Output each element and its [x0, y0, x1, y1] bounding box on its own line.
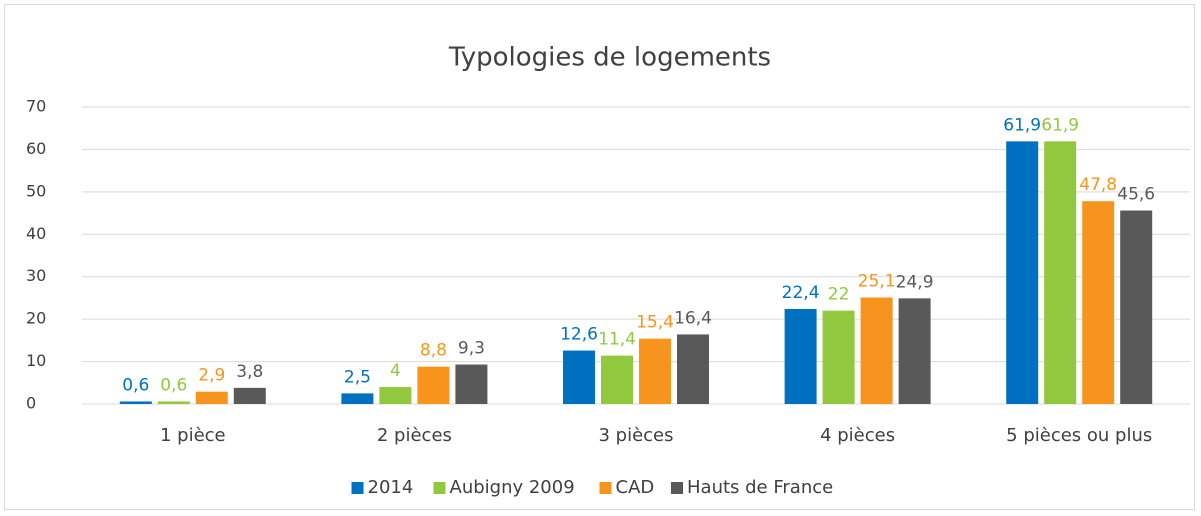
- bar: [822, 310, 855, 404]
- data-label: 2,5: [344, 367, 371, 387]
- bar: [1082, 201, 1115, 404]
- data-label: 22,4: [782, 283, 820, 303]
- legend-swatch: [599, 482, 612, 494]
- bar: [119, 401, 152, 404]
- data-label: 61,9: [1003, 115, 1041, 135]
- legend-label: Aubigny 2009: [450, 477, 575, 498]
- bar: [1006, 141, 1039, 405]
- data-label: 25,1: [858, 272, 896, 292]
- chart-title: Typologies de logements: [448, 43, 771, 73]
- bar: [677, 334, 709, 404]
- data-label: 16,4: [674, 308, 712, 328]
- y-tick-label: 50: [26, 181, 46, 200]
- bar: [784, 308, 817, 404]
- bar: [455, 364, 488, 404]
- legend-swatch: [433, 482, 446, 494]
- y-tick-label: 10: [26, 351, 46, 370]
- chart-border: [4, 4, 1195, 510]
- data-label: 0,6: [160, 375, 187, 395]
- y-tick-label: 60: [26, 139, 46, 158]
- bar: [1044, 141, 1077, 405]
- data-label: 2,9: [198, 366, 225, 386]
- data-label: 11,4: [598, 330, 636, 350]
- bar: [601, 355, 633, 404]
- bar: [379, 387, 412, 404]
- legend-label: Hauts de France: [687, 477, 833, 498]
- x-tick-label: 4 pièces: [820, 425, 895, 446]
- data-label: 45,6: [1117, 185, 1155, 205]
- bar: [233, 387, 266, 404]
- y-tick-label: 30: [26, 266, 46, 285]
- bar: [1120, 210, 1153, 404]
- bar: [563, 350, 595, 404]
- data-label: 4: [390, 361, 401, 381]
- data-label: 15,4: [636, 313, 674, 333]
- bar: [195, 391, 228, 404]
- x-tick-label: 1 pièce: [160, 425, 226, 446]
- x-tick-label: 2 pièces: [377, 425, 452, 446]
- y-tick-label: 70: [26, 97, 46, 116]
- data-label: 8,8: [420, 341, 447, 361]
- legend-swatch: [351, 482, 364, 494]
- bar: [417, 366, 450, 404]
- x-tick-label: 5 pièces ou plus: [1006, 425, 1152, 446]
- data-label: 22: [828, 285, 850, 305]
- bar: [860, 297, 893, 404]
- y-tick-label: 0: [26, 394, 36, 413]
- data-label: 47,8: [1079, 175, 1117, 195]
- y-tick-label: 20: [26, 309, 46, 328]
- legend-label: CAD: [616, 477, 655, 498]
- data-label: 12,6: [560, 325, 598, 345]
- bar: [639, 338, 671, 404]
- legend-label: 2014: [368, 477, 414, 498]
- bar: [157, 401, 190, 404]
- data-label: 0,6: [122, 375, 149, 395]
- data-label: 24,9: [896, 272, 934, 292]
- data-label: 61,9: [1041, 115, 1079, 135]
- y-tick-label: 40: [26, 224, 46, 243]
- data-label: 9,3: [458, 339, 485, 359]
- legend-swatch: [671, 482, 683, 494]
- data-label: 3,8: [236, 362, 263, 382]
- x-tick-label: 3 pièces: [598, 425, 673, 446]
- bar: [341, 393, 374, 404]
- bar: [898, 298, 931, 404]
